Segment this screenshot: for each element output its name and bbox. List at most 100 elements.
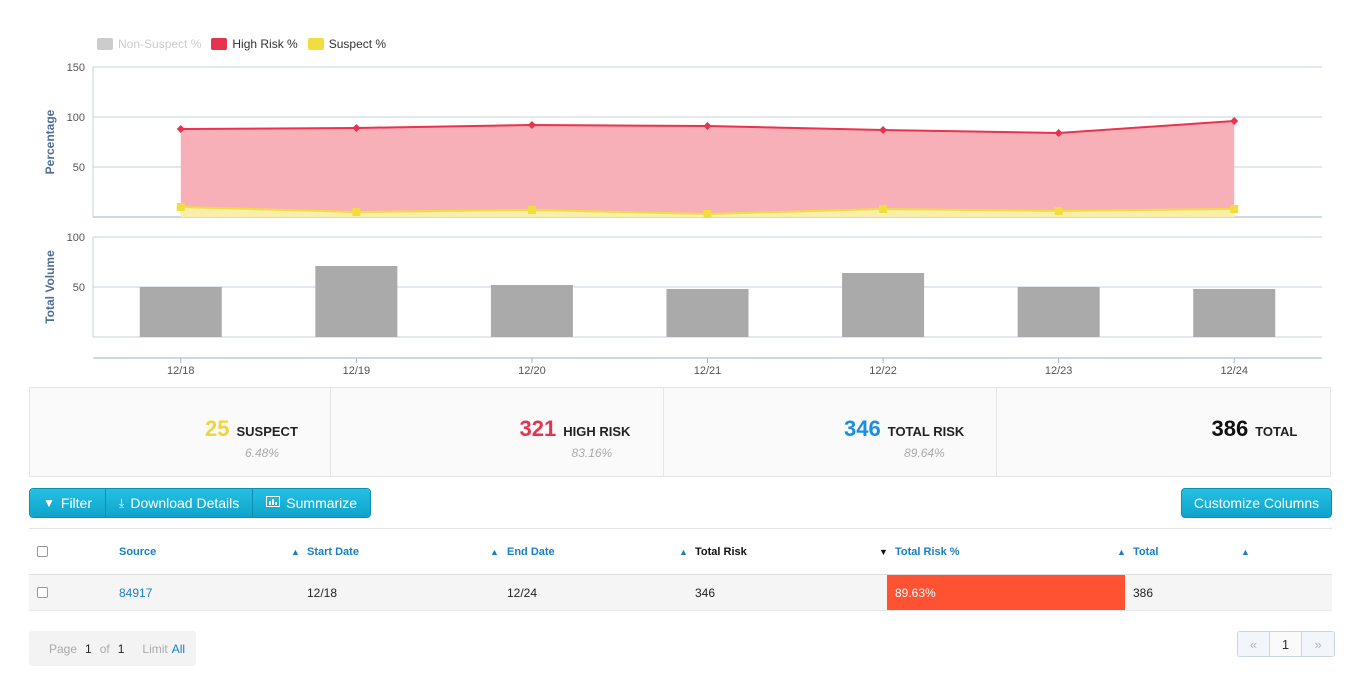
volume-bar bbox=[1017, 287, 1100, 337]
column-header-total[interactable]: Total bbox=[1133, 545, 1159, 558]
risk-chart: 150 100 50 Percentage 100 50 Total Volume 12/18… bbox=[43, 37, 1322, 377]
download-details-button[interactable]: ⤓ Download Details bbox=[106, 489, 254, 517]
top-y-axis-label: Percentage bbox=[43, 109, 57, 174]
row-select-cell bbox=[37, 575, 48, 610]
summary-high-risk: 321 HIGH RISK 83.16% bbox=[331, 388, 665, 476]
row-total-risk-pct: 89.63% bbox=[887, 575, 1125, 610]
select-all-checkbox[interactable] bbox=[37, 546, 48, 557]
suspect-point bbox=[527, 206, 536, 214]
next-page-button[interactable]: » bbox=[1302, 632, 1334, 656]
column-header-total-risk-pct[interactable]: Total Risk % bbox=[895, 545, 960, 558]
legend-item-non-suspect[interactable]: Non-Suspect % bbox=[97, 37, 201, 51]
summary-total-risk-label: TOTAL RISK bbox=[887, 424, 965, 439]
column-header-end-date[interactable]: End Date bbox=[507, 545, 555, 558]
high-risk-area bbox=[180, 121, 1235, 217]
bar-chart-icon bbox=[266, 496, 281, 510]
suspect-point bbox=[879, 205, 888, 213]
sort-end-date-icon[interactable]: ▲︎ bbox=[679, 546, 688, 557]
row-source-link[interactable]: 84917 bbox=[119, 585, 153, 600]
summary-suspect-label: SUSPECT bbox=[236, 424, 298, 439]
page-count: 1 bbox=[117, 641, 125, 656]
top-y-tick-label: 100 bbox=[67, 112, 85, 124]
column-header-start-date[interactable]: Start Date bbox=[307, 545, 359, 558]
row-end-date: 12/24 bbox=[507, 585, 538, 600]
x-tick-label: 12/22 bbox=[869, 365, 897, 377]
current-page-button[interactable]: 1 bbox=[1270, 632, 1302, 656]
suspect-point bbox=[176, 203, 185, 211]
chart-canvas: 150 100 50 Percentage 100 50 Total Volume 12/18… bbox=[43, 62, 1322, 377]
limit-all-link[interactable]: All bbox=[171, 641, 186, 656]
page-number: 1 bbox=[85, 641, 92, 656]
x-tick-label: 12/21 bbox=[694, 365, 722, 377]
filter-icon: ▼ bbox=[43, 496, 55, 510]
volume-bar bbox=[842, 273, 925, 337]
summary-total-label: TOTAL bbox=[1255, 424, 1298, 439]
of-label: of bbox=[99, 641, 110, 656]
download-icon: ⤓ bbox=[119, 495, 125, 510]
page-label: Page bbox=[49, 641, 78, 656]
summary-strip: 25 SUSPECT 6.48% 321 HIGH RISK 83.16% 34… bbox=[29, 387, 1331, 477]
suspect-point bbox=[1230, 205, 1239, 213]
high-risk-point bbox=[1054, 129, 1063, 137]
action-button-group: ▼ Filter ⤓ Download Details Summarize bbox=[29, 488, 372, 518]
summary-total-risk-count: 346 bbox=[844, 416, 881, 441]
row-checkbox[interactable] bbox=[37, 587, 48, 598]
summary-suspect-count: 25 bbox=[205, 416, 230, 441]
volume-bar bbox=[490, 285, 573, 337]
legend-swatch-high-risk bbox=[211, 38, 228, 50]
table-row: 84917 12/18 12/24 346 89.63% 386 bbox=[29, 575, 1332, 611]
x-tick-label: 12/18 bbox=[167, 365, 195, 377]
high-risk-point bbox=[1230, 117, 1239, 125]
download-details-label: Download Details bbox=[130, 495, 240, 511]
x-tick-label: 12/23 bbox=[1045, 365, 1073, 377]
summary-total: 386 TOTAL bbox=[997, 388, 1330, 476]
sort-start-date-icon[interactable]: ▲︎ bbox=[490, 546, 499, 557]
suspect-point bbox=[352, 208, 361, 216]
high-risk-point bbox=[352, 124, 361, 132]
column-header-total-risk[interactable]: Total Risk bbox=[695, 545, 747, 558]
x-tick-label: 12/24 bbox=[1220, 365, 1248, 377]
summarize-label: Summarize bbox=[286, 495, 358, 511]
bottom-y-tick-label: 100 bbox=[67, 232, 85, 244]
row-total-risk: 346 bbox=[695, 585, 716, 600]
high-risk-point bbox=[703, 122, 712, 130]
legend-label-suspect: Suspect % bbox=[328, 37, 387, 51]
pagination-info: Page 1 of 1 Limit All bbox=[29, 631, 196, 666]
row-start-date: 12/18 bbox=[307, 585, 338, 600]
summary-suspect-pct: 6.48% bbox=[245, 446, 280, 460]
legend-item-suspect[interactable]: Suspect % bbox=[307, 37, 387, 51]
customize-columns-label: Customize Columns bbox=[1193, 495, 1320, 511]
summary-suspect: 25 SUSPECT 6.48% bbox=[30, 388, 331, 476]
bottom-y-tick-label: 50 bbox=[73, 282, 85, 294]
summarize-button[interactable]: Summarize bbox=[253, 489, 371, 517]
x-tick-label: 12/19 bbox=[343, 365, 371, 377]
volume-bar bbox=[1193, 289, 1276, 337]
sort-total-icon[interactable]: ▲︎ bbox=[1241, 546, 1250, 557]
filter-button-label: Filter bbox=[60, 495, 93, 511]
filter-button[interactable]: ▼ Filter bbox=[30, 489, 107, 517]
sort-total-risk-pct-icon[interactable]: ▲︎ bbox=[1117, 546, 1126, 557]
top-y-tick-label: 50 bbox=[73, 162, 85, 174]
legend-swatch-non-suspect bbox=[97, 38, 113, 50]
summary-total-risk-pct: 89.64% bbox=[904, 446, 945, 460]
x-tick-label: 12/20 bbox=[518, 365, 546, 377]
top-y-tick-label: 150 bbox=[67, 62, 85, 74]
select-all-cell bbox=[37, 529, 48, 574]
pagination-nav: « 1 » bbox=[1237, 631, 1335, 657]
high-risk-point bbox=[176, 125, 185, 133]
prev-page-button[interactable]: « bbox=[1238, 632, 1270, 656]
column-header-source[interactable]: Source bbox=[119, 545, 157, 558]
chart-legend: Non-Suspect % High Risk % Suspect % bbox=[97, 37, 386, 51]
sort-source-icon[interactable]: ▲︎ bbox=[291, 546, 300, 557]
sort-total-risk-icon[interactable]: ▼ bbox=[879, 546, 888, 557]
suspect-area bbox=[180, 207, 1235, 217]
row-total: 386 bbox=[1133, 585, 1154, 600]
summary-total-count: 386 bbox=[1211, 416, 1249, 441]
legend-swatch-suspect bbox=[307, 38, 324, 50]
suspect-point bbox=[1054, 207, 1063, 215]
legend-item-high-risk[interactable]: High Risk % bbox=[211, 37, 298, 51]
table-header-row: Source ▲︎ Start Date ▲︎ End Date ▲︎ Tota… bbox=[29, 528, 1332, 575]
limit-label: Limit bbox=[142, 641, 168, 656]
customize-columns-button[interactable]: Customize Columns bbox=[1181, 488, 1332, 518]
summary-total-risk: 346 TOTAL RISK 89.64% bbox=[664, 388, 997, 476]
